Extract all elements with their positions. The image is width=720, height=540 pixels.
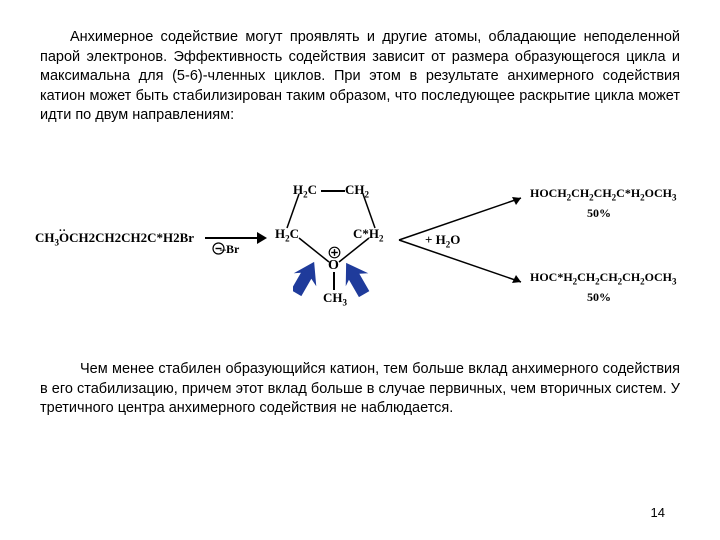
page-number: 14: [651, 505, 665, 520]
reactant-formula: CH3OCH2CH2CH2C*H2Br: [35, 230, 194, 248]
product-1: HOCH2CH2CH2C*H2OCH3: [530, 186, 677, 202]
reaction-arrow-1-head: [257, 232, 267, 244]
minus-circle-icon: [212, 242, 225, 255]
reaction-arrow-1-line: [205, 237, 260, 239]
blue-arrow-right-icon: [343, 258, 373, 298]
product-2: HOC*H2CH2CH2CH2OCH3: [530, 270, 677, 286]
plus-h2o-label: + H2O: [425, 232, 460, 250]
ring-bond-o-ch3: [333, 272, 335, 290]
reactant-rest: OCH2CH2CH2C*H2Br: [59, 230, 194, 245]
ring-bond-top: [321, 190, 345, 192]
paragraph-2: Чем менее стабилен образующийся катион, …: [40, 360, 680, 419]
ring-bond-tl: [283, 192, 303, 230]
reaction-diagram: .. CH3OCH2CH2CH2C*H2Br –Br H2C CH2 H2C C…: [35, 172, 685, 332]
product-1-yield: 50%: [587, 206, 611, 221]
product-2-yield: 50%: [587, 290, 611, 305]
reactant-prefix: CH: [35, 230, 55, 245]
ring-bond-tr: [359, 192, 379, 230]
blue-arrow-left-icon: [293, 258, 323, 298]
paragraph-1: Анхимерное содействие могут проявлять и …: [40, 28, 680, 126]
